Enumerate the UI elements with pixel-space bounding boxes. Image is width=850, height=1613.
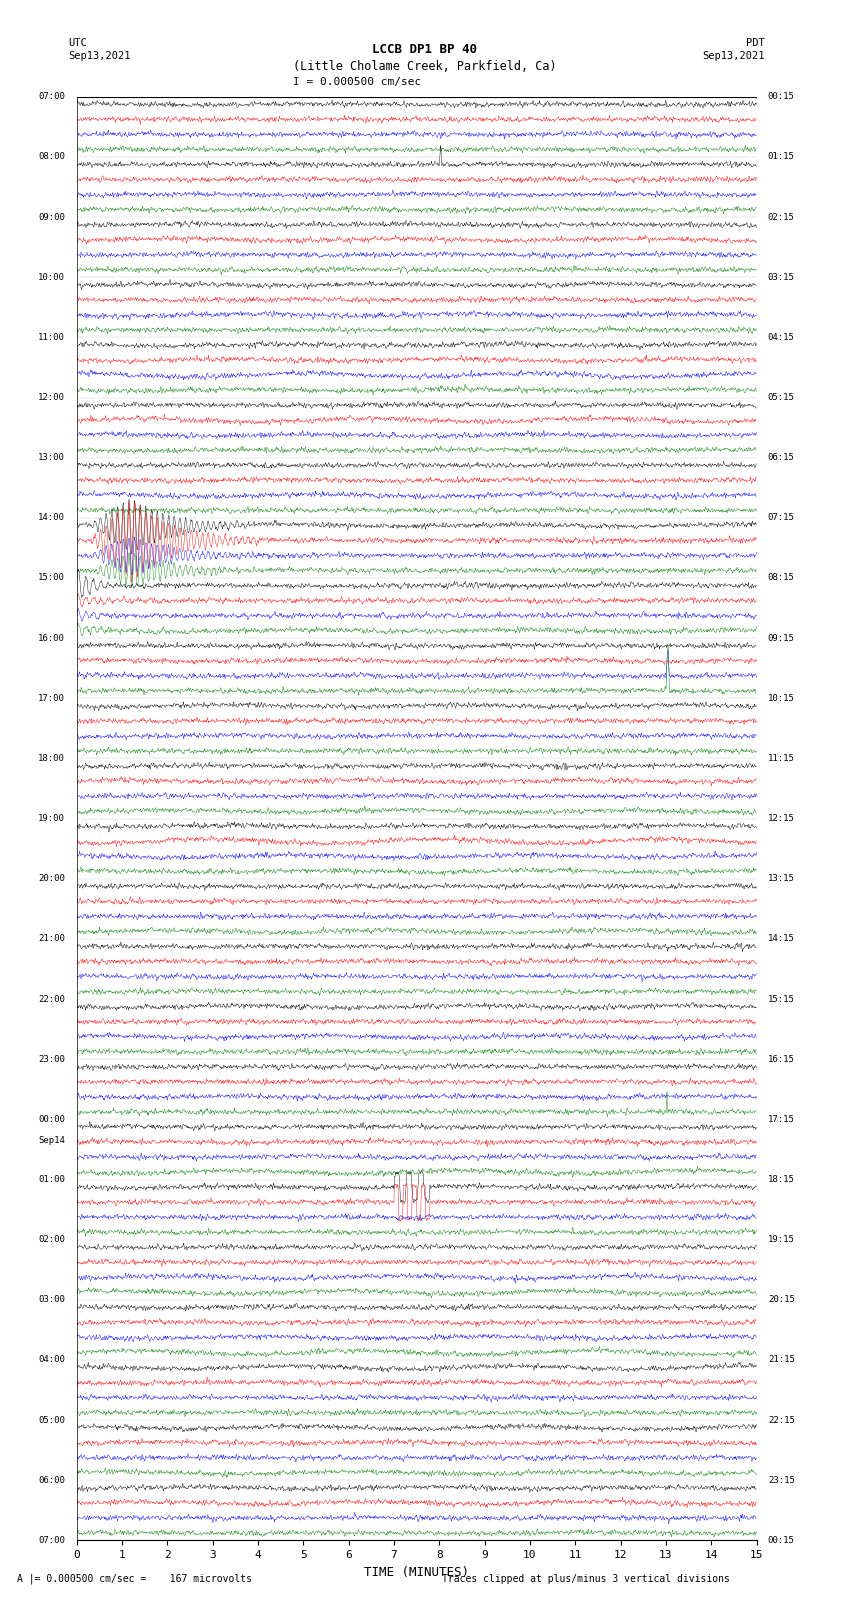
Text: 21:00: 21:00 [38,934,65,944]
Text: 16:00: 16:00 [38,634,65,642]
Text: 20:15: 20:15 [768,1295,795,1305]
Text: 10:00: 10:00 [38,273,65,282]
Text: 12:00: 12:00 [38,394,65,402]
Text: 23:15: 23:15 [768,1476,795,1484]
Text: 07:15: 07:15 [768,513,795,523]
Text: 15:00: 15:00 [38,574,65,582]
Text: 18:15: 18:15 [768,1174,795,1184]
Text: 17:15: 17:15 [768,1115,795,1124]
Text: 03:15: 03:15 [768,273,795,282]
Text: 19:00: 19:00 [38,815,65,823]
Text: Traces clipped at plus/minus 3 vertical divisions: Traces clipped at plus/minus 3 vertical … [442,1574,730,1584]
Text: 14:00: 14:00 [38,513,65,523]
Text: UTC: UTC [68,39,87,48]
Text: 12:15: 12:15 [768,815,795,823]
Text: Sep13,2021: Sep13,2021 [702,52,765,61]
Text: 10:15: 10:15 [768,694,795,703]
Text: Sep13,2021: Sep13,2021 [68,52,131,61]
Text: 11:00: 11:00 [38,332,65,342]
Text: 11:15: 11:15 [768,753,795,763]
Text: (Little Cholame Creek, Parkfield, Ca): (Little Cholame Creek, Parkfield, Ca) [293,60,557,73]
Text: 06:15: 06:15 [768,453,795,463]
Text: 04:15: 04:15 [768,332,795,342]
Text: 14:15: 14:15 [768,934,795,944]
Text: 22:15: 22:15 [768,1416,795,1424]
Text: LCCB DP1 BP 40: LCCB DP1 BP 40 [372,44,478,56]
Text: 08:00: 08:00 [38,153,65,161]
Text: 09:00: 09:00 [38,213,65,221]
X-axis label: TIME (MINUTES): TIME (MINUTES) [364,1566,469,1579]
Text: 16:15: 16:15 [768,1055,795,1063]
Text: 05:15: 05:15 [768,394,795,402]
Text: 07:00: 07:00 [38,1536,65,1545]
Text: 02:15: 02:15 [768,213,795,221]
Text: 18:00: 18:00 [38,753,65,763]
Text: 00:00: 00:00 [38,1115,65,1124]
Text: Sep14: Sep14 [38,1136,65,1145]
Text: 01:15: 01:15 [768,153,795,161]
Text: 06:00: 06:00 [38,1476,65,1484]
Text: 00:15: 00:15 [768,1536,795,1545]
Text: 02:00: 02:00 [38,1236,65,1244]
Text: 19:15: 19:15 [768,1236,795,1244]
Text: 20:00: 20:00 [38,874,65,884]
Text: 22:00: 22:00 [38,995,65,1003]
Text: 13:00: 13:00 [38,453,65,463]
Text: 08:15: 08:15 [768,574,795,582]
Text: 17:00: 17:00 [38,694,65,703]
Text: 23:00: 23:00 [38,1055,65,1063]
Text: 21:15: 21:15 [768,1355,795,1365]
Text: 01:00: 01:00 [38,1174,65,1184]
Text: 09:15: 09:15 [768,634,795,642]
Text: I = 0.000500 cm/sec: I = 0.000500 cm/sec [293,77,421,87]
Text: 03:00: 03:00 [38,1295,65,1305]
Text: 07:00: 07:00 [38,92,65,102]
Text: 13:15: 13:15 [768,874,795,884]
Text: 05:00: 05:00 [38,1416,65,1424]
Text: 15:15: 15:15 [768,995,795,1003]
Text: A |= 0.000500 cm/sec =    167 microvolts: A |= 0.000500 cm/sec = 167 microvolts [17,1573,252,1584]
Text: 00:15: 00:15 [768,92,795,102]
Text: 04:00: 04:00 [38,1355,65,1365]
Text: PDT: PDT [746,39,765,48]
